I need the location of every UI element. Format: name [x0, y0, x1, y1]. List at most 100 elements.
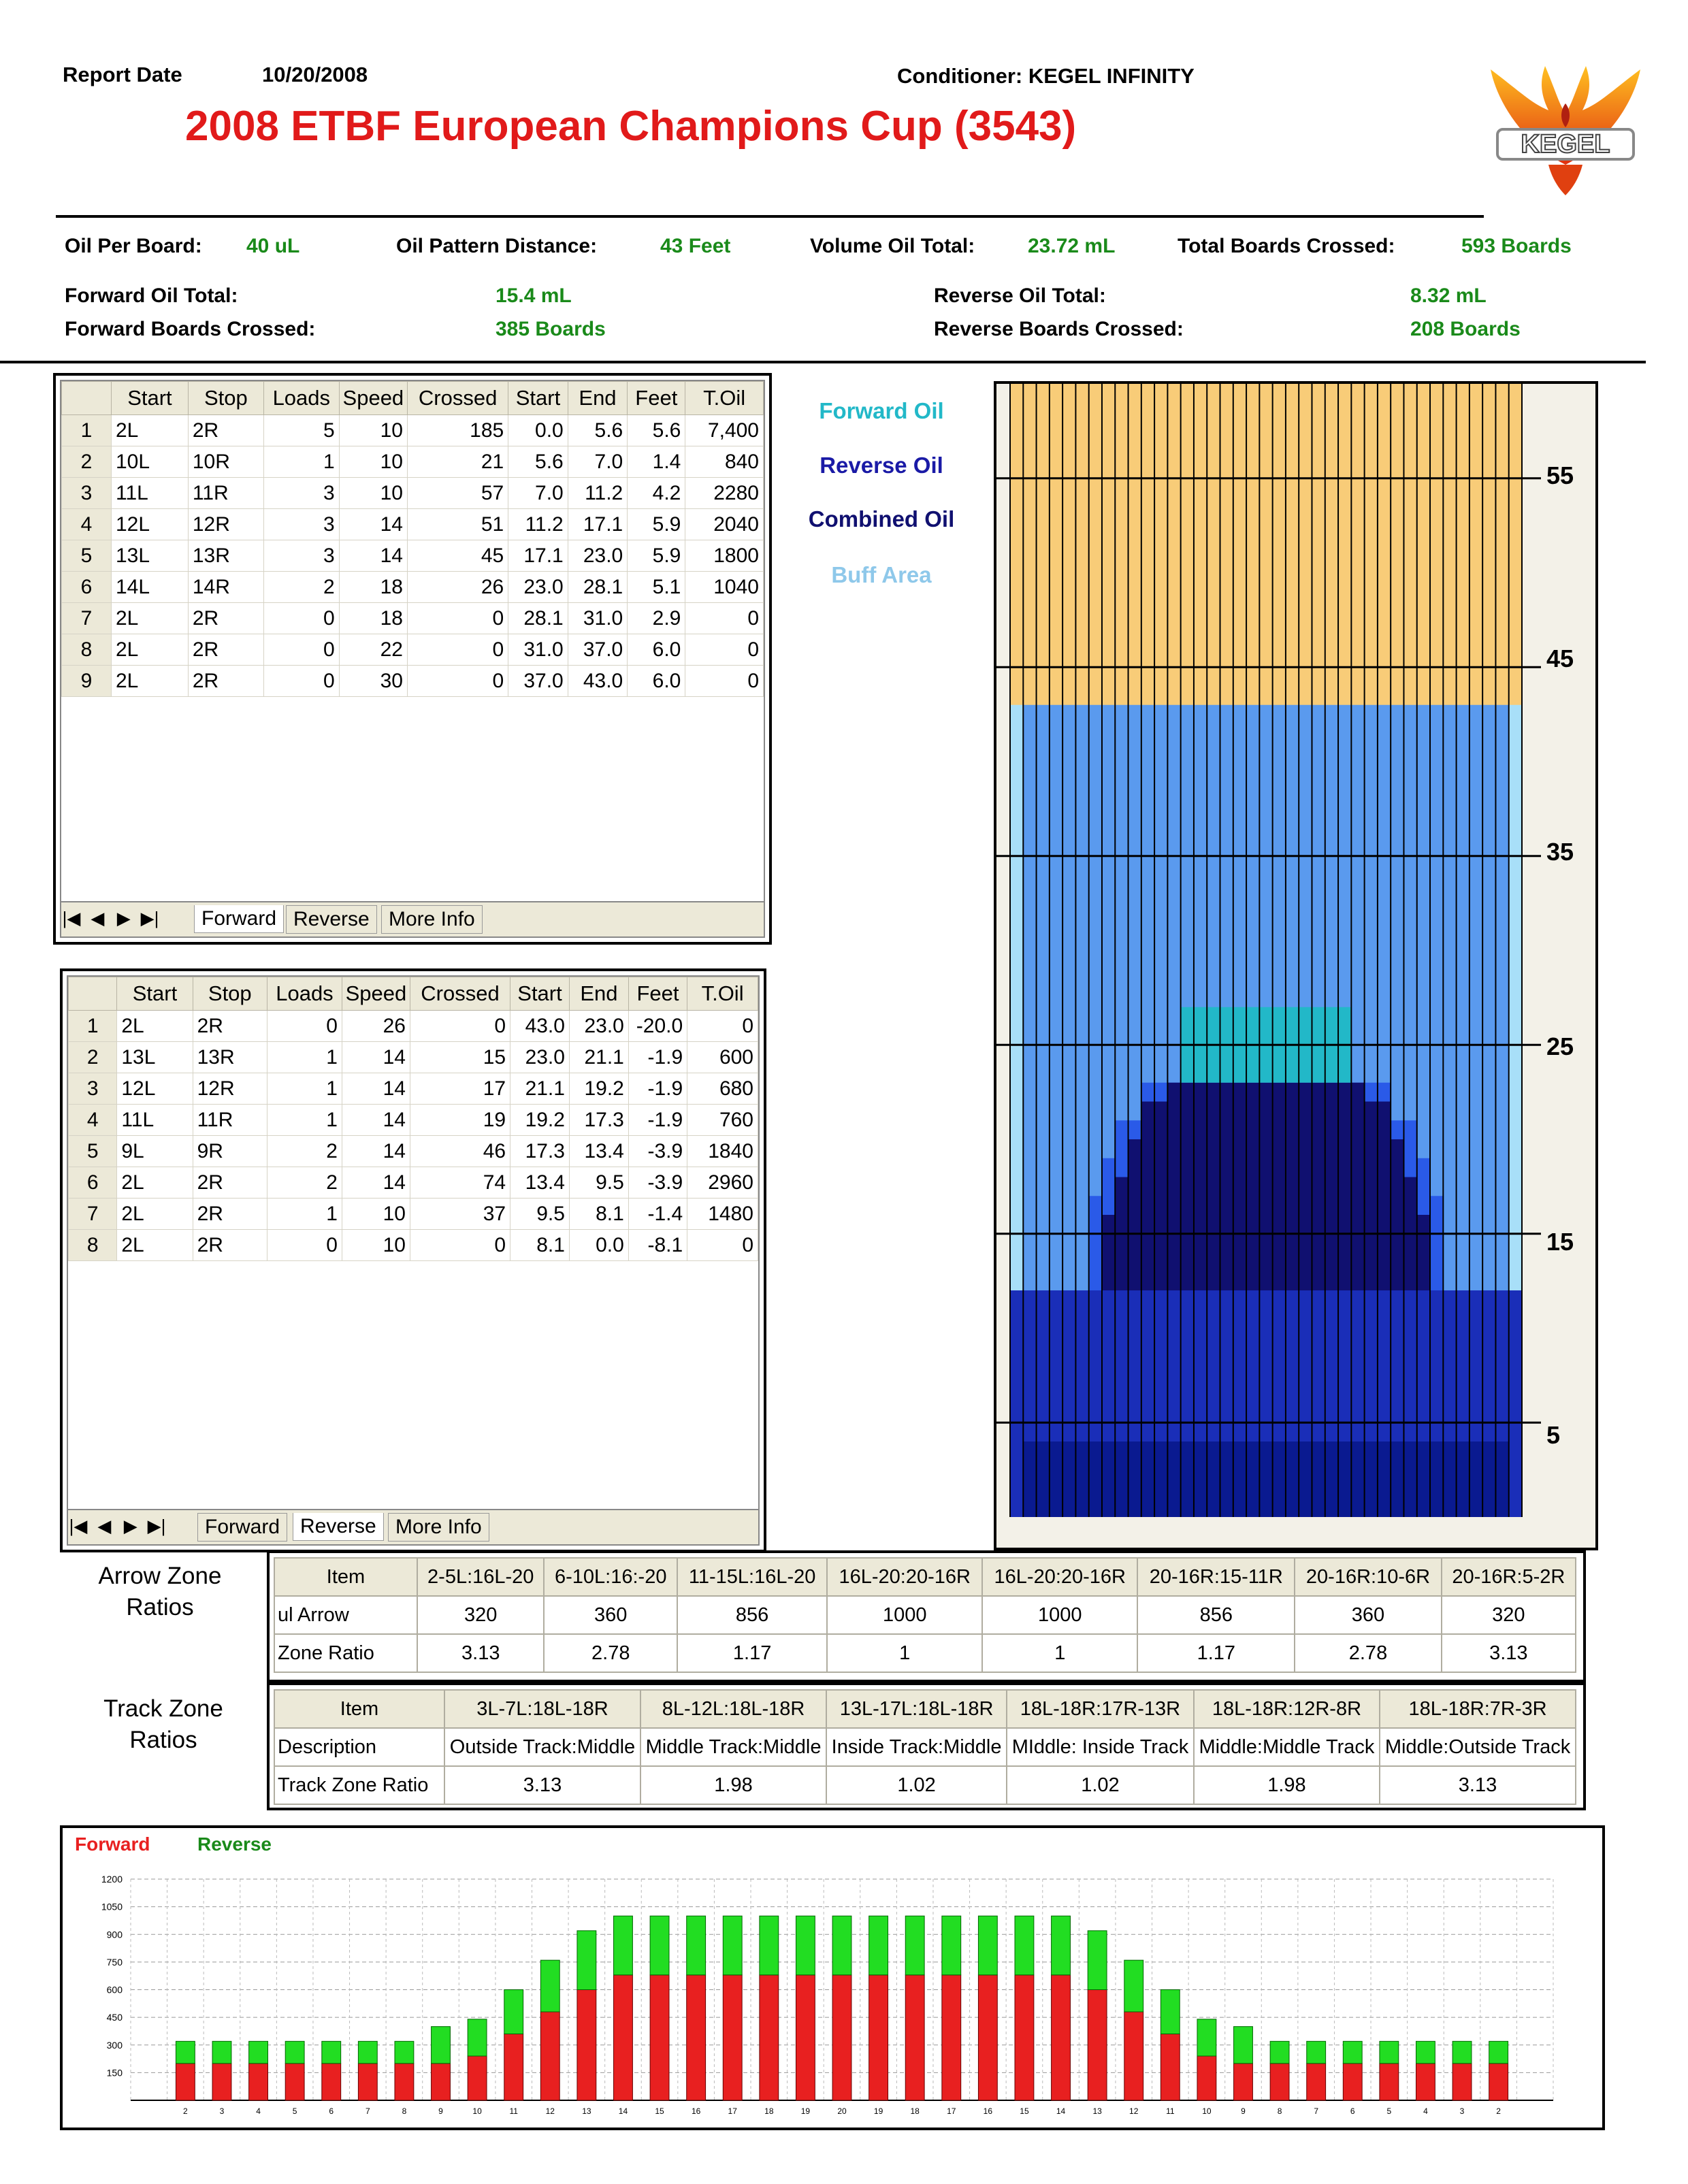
table-cell[interactable]: 840	[685, 446, 764, 478]
table-cell[interactable]: 0	[406, 602, 509, 634]
table-cell[interactable]: 4.2	[627, 477, 686, 509]
table-cell[interactable]: 10	[341, 1229, 410, 1261]
table-cell[interactable]: 2L	[116, 1167, 193, 1199]
table-row[interactable]: 1 2L 2R 5 10 185 0.0 5.6 5.6 7,400	[61, 414, 764, 446]
table-cell[interactable]: 2L	[116, 1010, 193, 1042]
table-cell[interactable]: 23.0	[567, 540, 628, 572]
table-cell[interactable]: 2L	[110, 634, 189, 666]
table-cell[interactable]: 2L	[116, 1198, 193, 1230]
column-header[interactable]: Start	[508, 381, 568, 415]
table-cell[interactable]: 0	[687, 1229, 758, 1261]
table-cell[interactable]: 1040	[685, 571, 764, 603]
table-cell[interactable]: 0.0	[568, 1229, 629, 1261]
table-cell[interactable]: 43.0	[510, 1010, 570, 1042]
table-cell[interactable]: 2280	[685, 477, 764, 509]
table-cell[interactable]: -1.9	[628, 1104, 688, 1136]
table-cell[interactable]: 18	[338, 571, 408, 603]
table-cell[interactable]: 15	[409, 1041, 511, 1073]
table-cell[interactable]: 31.0	[508, 634, 568, 666]
table-cell[interactable]: 57	[406, 477, 509, 509]
row-number[interactable]: 2	[61, 446, 112, 478]
column-header[interactable]: Loads	[266, 977, 342, 1011]
row-number[interactable]: 4	[61, 508, 112, 540]
column-header[interactable]: Feet	[628, 977, 688, 1011]
table-cell[interactable]: 2L	[110, 665, 189, 697]
row-number[interactable]: 7	[67, 1198, 118, 1230]
prev-record-button[interactable]: ◀	[91, 908, 105, 928]
tab-more-info[interactable]: More Info	[388, 1513, 489, 1542]
table-row[interactable]: 8 2L 2R 0 10 0 8.1 0.0 -8.1 0	[67, 1229, 758, 1261]
table-row[interactable]: 9 2L 2R 0 30 0 37.0 43.0 6.0 0	[61, 665, 764, 697]
table-cell[interactable]: 45	[406, 540, 509, 572]
table-cell[interactable]: 23.0	[568, 1010, 629, 1042]
table-cell[interactable]: 1	[266, 1073, 342, 1105]
column-header[interactable]: Feet	[627, 381, 686, 415]
row-number[interactable]: 6	[67, 1167, 118, 1199]
table-cell[interactable]: 12L	[110, 508, 189, 540]
row-number[interactable]: 5	[61, 540, 112, 572]
table-row[interactable]: 1 2L 2R 0 26 0 43.0 23.0 -20.0 0	[67, 1010, 758, 1042]
table-cell[interactable]: -8.1	[628, 1229, 688, 1261]
column-header[interactable]: T.Oil	[687, 977, 758, 1011]
table-cell[interactable]: 0	[685, 665, 764, 697]
column-header[interactable]: Loads	[263, 381, 340, 415]
tab-reverse[interactable]: Reverse	[286, 905, 377, 934]
column-header[interactable]: Speed	[338, 381, 408, 415]
table-cell[interactable]: 5	[263, 414, 340, 446]
row-number[interactable]: 6	[61, 571, 112, 603]
table-cell[interactable]: 2R	[192, 1198, 267, 1230]
table-cell[interactable]: 1480	[687, 1198, 758, 1230]
table-cell[interactable]: 0	[263, 665, 340, 697]
column-header[interactable]: T.Oil	[685, 381, 764, 415]
table-cell[interactable]: 18	[338, 602, 408, 634]
table-cell[interactable]: 680	[687, 1073, 758, 1105]
table-cell[interactable]: 19	[409, 1104, 511, 1136]
table-cell[interactable]: 13.4	[510, 1167, 570, 1199]
column-header[interactable]: End	[567, 381, 628, 415]
table-cell[interactable]: 30	[338, 665, 408, 697]
row-number[interactable]: 3	[67, 1073, 118, 1105]
table-cell[interactable]: 1840	[687, 1135, 758, 1167]
row-number[interactable]: 1	[67, 1010, 118, 1042]
table-cell[interactable]: 22	[338, 634, 408, 666]
table-cell[interactable]: 2L	[116, 1229, 193, 1261]
table-cell[interactable]: 0	[406, 634, 509, 666]
table-cell[interactable]: 5.1	[627, 571, 686, 603]
table-cell[interactable]: -1.4	[628, 1198, 688, 1230]
table-cell[interactable]: -3.9	[628, 1135, 688, 1167]
table-row[interactable]: 7 2L 2R 1 10 37 9.5 8.1 -1.4 1480	[67, 1198, 758, 1230]
tab-forward[interactable]: Forward	[194, 905, 285, 933]
table-cell[interactable]: 13L	[110, 540, 189, 572]
table-row[interactable]: 3 11L 11R 3 10 57 7.0 11.2 4.2 2280	[61, 477, 764, 509]
table-cell[interactable]: 17.1	[567, 508, 628, 540]
table-cell[interactable]: 43.0	[567, 665, 628, 697]
prev-record-button[interactable]: ◀	[97, 1516, 112, 1536]
table-cell[interactable]: -1.9	[628, 1073, 688, 1105]
last-record-button[interactable]: ▶|	[147, 1516, 166, 1536]
table-cell[interactable]: 10	[338, 446, 408, 478]
table-cell[interactable]: 3	[263, 540, 340, 572]
table-cell[interactable]: 7,400	[685, 414, 764, 446]
table-cell[interactable]: 5.9	[627, 508, 686, 540]
table-cell[interactable]: 0	[685, 602, 764, 634]
table-row[interactable]: 4 11L 11R 1 14 19 19.2 17.3 -1.9 760	[67, 1104, 758, 1136]
table-row[interactable]: 6 2L 2R 2 14 74 13.4 9.5 -3.9 2960	[67, 1167, 758, 1199]
column-header[interactable]: Speed	[341, 977, 410, 1011]
table-cell[interactable]: 19.2	[568, 1073, 629, 1105]
table-cell[interactable]: 2L	[110, 602, 189, 634]
table-cell[interactable]: 0	[406, 665, 509, 697]
table-cell[interactable]: 14	[341, 1167, 410, 1199]
table-cell[interactable]: 13R	[187, 540, 264, 572]
table-cell[interactable]: 12R	[192, 1073, 267, 1105]
table-cell[interactable]: -3.9	[628, 1167, 688, 1199]
table-cell[interactable]: 12L	[116, 1073, 193, 1105]
first-record-button[interactable]: |◀	[69, 1516, 88, 1536]
table-cell[interactable]: 26	[341, 1010, 410, 1042]
table-cell[interactable]: 2R	[187, 665, 264, 697]
table-cell[interactable]: 9L	[116, 1135, 193, 1167]
row-number[interactable]: 7	[61, 602, 112, 634]
table-row[interactable]: 5 9L 9R 2 14 46 17.3 13.4 -3.9 1840	[67, 1135, 758, 1167]
table-cell[interactable]: 9.5	[568, 1167, 629, 1199]
table-cell[interactable]: 10L	[110, 446, 189, 478]
table-cell[interactable]: 1800	[685, 540, 764, 572]
